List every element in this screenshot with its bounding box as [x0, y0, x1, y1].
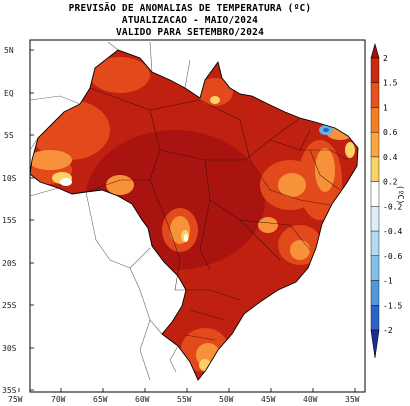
lat-label-15s: 15S	[2, 216, 17, 225]
lat-label-30s: 30S	[2, 344, 17, 353]
colorbar-level-label: -0.6	[383, 252, 402, 261]
map-title-line-3: VALIDO PARA SETEMBRO/2024	[116, 27, 264, 38]
colorbar-box	[370, 181, 380, 207]
lat-label-eq: EQ	[4, 89, 14, 98]
lat-label-35s: 35S	[2, 386, 17, 395]
anomaly-white-patches	[60, 178, 188, 242]
anomaly-light-orange-patches	[30, 124, 354, 367]
colorbar-level-label: 0.4	[383, 153, 398, 162]
lon-label-35w: 35W	[345, 395, 360, 404]
longitude-axis: 75W 70W 65W 60W 55W 50W 45W 40W 35W	[8, 388, 360, 404]
lat-label-20s: 20S	[2, 259, 17, 268]
colorbar-level-label: -1.5	[383, 301, 402, 310]
lat-label-5s: 5S	[4, 131, 14, 140]
lon-label-55w: 55W	[177, 395, 192, 404]
colorbar-level-label: 1	[383, 103, 388, 112]
lat-label-25s: 25S	[2, 301, 17, 310]
colorbar-boxes	[370, 57, 380, 331]
colorbar-unit-label: (ºC)	[396, 185, 405, 204]
colorbar-box	[370, 82, 380, 108]
lon-label-75w: 75W	[8, 395, 23, 404]
latitude-axis: 5N EQ 5S 10S 15S 20S 25S 30S 35S	[2, 46, 34, 395]
anomaly-deep-blue-spot	[323, 128, 329, 132]
colorbar-box	[370, 206, 380, 232]
colorbar-level-label: -0.2	[383, 202, 402, 211]
map-title-line-2: ATUALIZACAO - MAIO/2024	[121, 15, 259, 26]
colorbar: 2 1.5 1 0.6 0.4 0.2 -0.2 -0.4 -0.6 -1 -1.5 -2 (ºC)	[370, 42, 405, 359]
colorbar-level-label: 0.6	[383, 128, 398, 137]
colorbar-box	[370, 230, 380, 257]
colorbar-level-label: -1	[383, 277, 393, 286]
colorbar-box	[370, 305, 380, 331]
state-boundaries	[85, 87, 349, 341]
colorbar-level-label: 1.5	[383, 79, 398, 88]
colorbar-level-label: 0.2	[383, 178, 398, 187]
lat-label-5n: 5N	[4, 46, 14, 55]
lon-label-65w: 65W	[93, 395, 108, 404]
colorbar-level-label: -2	[383, 326, 393, 335]
lon-label-40w: 40W	[303, 395, 318, 404]
lon-label-70w: 70W	[51, 395, 66, 404]
colorbar-box	[370, 280, 380, 306]
colorbar-level-label: 2	[383, 54, 388, 63]
lon-label-60w: 60W	[135, 395, 150, 404]
colorbar-bottom-arrow	[370, 329, 380, 359]
map-title-line-1: PREVISÃO DE ANOMALIAS DE TEMPERATURA (ºC…	[68, 3, 312, 14]
lat-label-10s: 10S	[2, 174, 17, 183]
colorbar-box	[370, 107, 380, 133]
colorbar-box	[370, 57, 380, 83]
colorbar-level-label: -0.4	[383, 227, 402, 236]
colorbar-box	[370, 131, 380, 158]
colorbar-box	[370, 156, 380, 182]
lon-label-50w: 50W	[219, 395, 234, 404]
lon-label-45w: 45W	[261, 395, 276, 404]
neighbour-boundaries	[29, 41, 191, 381]
colorbar-box	[370, 255, 380, 281]
colorbar-top-arrow	[370, 42, 380, 59]
colorbar-labels: 2 1.5 1 0.6 0.4 0.2 -0.2 -0.4 -0.6 -1 -1.5 -2	[383, 54, 402, 335]
